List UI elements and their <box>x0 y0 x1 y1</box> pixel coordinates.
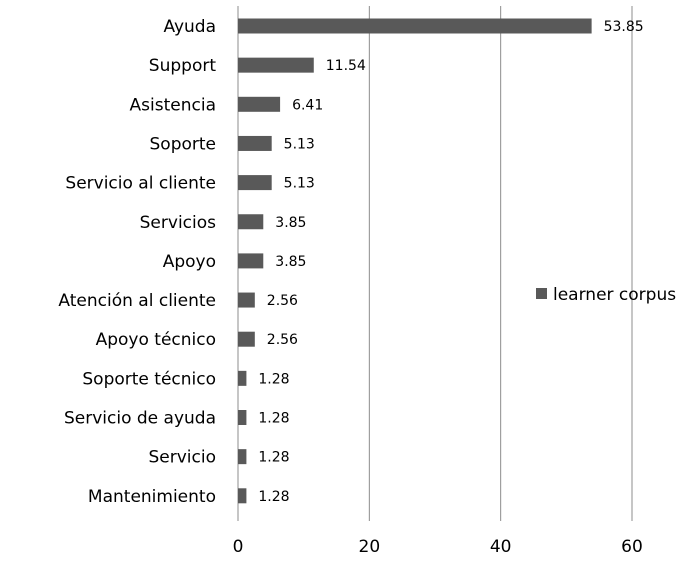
legend: learner corpus <box>536 285 676 305</box>
bar <box>238 57 314 73</box>
value-label: 1.28 <box>258 371 289 387</box>
bar <box>238 449 247 465</box>
category-label: Servicio <box>149 448 217 468</box>
bar <box>238 214 264 230</box>
x-tick-label: 60 <box>621 537 643 557</box>
legend-swatch <box>536 288 547 299</box>
x-tick-label: 40 <box>490 537 512 557</box>
legend-label: learner corpus <box>553 285 676 305</box>
value-labels: 53.85 11.54 6.41 5.13 5.13 3.85 3.85 2.56 2.56 1.… <box>258 19 643 505</box>
bar <box>238 135 272 151</box>
bar <box>238 410 247 425</box>
category-label: Asistencia <box>130 95 216 115</box>
bar <box>238 175 272 191</box>
category-label: Atención al cliente <box>58 291 216 311</box>
value-label: 11.54 <box>326 58 366 74</box>
x-axis: 0 20 40 60 <box>233 6 643 557</box>
category-label: Ayuda <box>163 17 216 37</box>
bar <box>238 253 264 269</box>
bar <box>238 331 255 347</box>
bar <box>238 96 281 112</box>
value-label: 1.28 <box>258 489 289 505</box>
bars <box>238 18 592 504</box>
x-tick-label: 0 <box>233 537 244 557</box>
bar <box>238 292 255 308</box>
value-label: 5.13 <box>284 136 315 152</box>
category-label: Mantenimiento <box>88 487 216 507</box>
category-labels: Ayuda Support Asistencia Soporte Servicio al… <box>58 17 216 507</box>
value-label: 3.85 <box>275 254 306 270</box>
value-label: 3.85 <box>275 215 306 231</box>
value-label: 1.28 <box>258 450 289 466</box>
x-tick-label: 20 <box>359 537 381 557</box>
category-label: Apoyo <box>163 252 216 272</box>
category-label: Support <box>149 56 217 76</box>
value-label: 2.56 <box>267 293 298 309</box>
category-label: Servicio de ayuda <box>64 409 216 429</box>
value-label: 6.41 <box>292 97 323 113</box>
bar <box>238 18 592 34</box>
category-label: Apoyo técnico <box>96 330 216 350</box>
category-label: Soporte <box>150 134 217 154</box>
value-label: 53.85 <box>604 19 644 35</box>
bar <box>238 370 247 386</box>
category-label: Servicio al cliente <box>65 174 216 194</box>
gridlines <box>368 6 633 515</box>
value-label: 1.28 <box>258 411 289 427</box>
value-label: 2.56 <box>267 332 298 348</box>
category-label: Servicios <box>140 213 216 233</box>
category-label: Soporte técnico <box>82 369 216 389</box>
value-label: 5.13 <box>284 176 315 192</box>
bar <box>238 488 247 504</box>
